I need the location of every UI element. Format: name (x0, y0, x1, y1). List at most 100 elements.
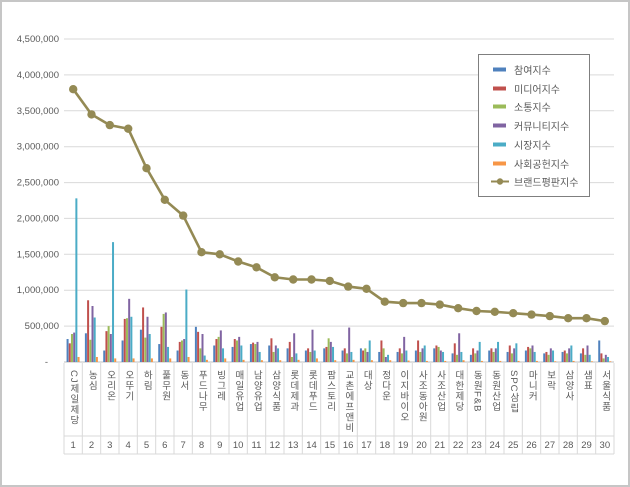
bar-market-index (222, 348, 225, 362)
bar-community-index (348, 327, 351, 362)
bar-participation-index (579, 353, 582, 362)
y-axis-tick-label: 4,000,000 (17, 70, 59, 81)
bar-market-index (460, 351, 463, 362)
bar-market-index (277, 348, 280, 362)
bar-communication-index (419, 351, 422, 362)
x-axis-rank-label: 17 (361, 440, 372, 451)
marker-brand-reputation-index (325, 276, 334, 286)
marker-brand-reputation-index (509, 309, 518, 318)
marker-brand-reputation-index (252, 263, 261, 272)
bar-social-contribution-index (554, 361, 557, 362)
bar-participation-index (121, 340, 124, 362)
legend-label: 사회공헌지수 (514, 159, 570, 171)
bar-community-index (366, 351, 369, 362)
bar-social-contribution-index (499, 360, 502, 362)
marker-brand-reputation-index (289, 275, 298, 284)
bar-community-index (421, 348, 424, 362)
bar-media-index (600, 353, 603, 362)
bar-participation-index (543, 353, 546, 362)
bar-market-index (423, 345, 426, 362)
marker-brand-reputation-index (380, 297, 389, 306)
legend-color-swatch-icon (493, 142, 506, 147)
bar-community-index (384, 356, 387, 362)
x-axis-category-label: 삼양식품 (269, 370, 281, 412)
bar-communication-index (272, 351, 275, 362)
x-axis-rank-label: 12 (269, 440, 281, 451)
bar-participation-index (598, 340, 601, 362)
bar-community-index (586, 345, 589, 362)
x-axis-rank-label: 5 (143, 440, 150, 451)
x-axis-category-label: 샘표 (581, 370, 593, 391)
y-axis-tick-label: 1,500,000 (17, 249, 59, 260)
x-axis-category-label: 교촌에프앤비 (342, 370, 354, 433)
marker-brand-reputation-index (270, 273, 279, 282)
bar-media-index (417, 340, 420, 362)
bar-community-index (164, 312, 167, 362)
bar-participation-index (66, 339, 69, 362)
marker-brand-reputation-index (160, 195, 169, 204)
y-axis-tick-label: 2,500,000 (17, 178, 59, 189)
bar-media-index (105, 331, 108, 362)
bar-media-index (453, 343, 456, 362)
legend-item-participation-index: 참여지수 (491, 62, 587, 77)
x-axis-rank-label: 16 (342, 440, 354, 451)
legend-color-swatch-icon (493, 123, 506, 128)
bar-communication-index (235, 340, 238, 362)
bar-participation-index (304, 350, 307, 362)
x-axis-rank-label: 11 (251, 440, 262, 451)
bar-market-index (185, 289, 188, 362)
bar-media-index (178, 341, 181, 362)
x-axis-category-label: 남양유업 (251, 370, 263, 412)
bar-community-index (568, 348, 571, 362)
bar-communication-index (327, 338, 330, 362)
bar-community-index (311, 329, 314, 362)
x-axis-category-label: 롯데푸드 (306, 370, 318, 412)
y-axis-tick-label: 500,000 (25, 321, 59, 332)
legend-label: 소통지수 (514, 103, 551, 115)
bar-community-index (91, 306, 94, 362)
bar-media-index (362, 350, 365, 362)
bar-community-index (73, 332, 76, 362)
bar-market-index (295, 353, 298, 362)
marker-brand-reputation-index (124, 124, 133, 133)
x-axis-category-label: 동서 (177, 370, 189, 391)
bar-media-index (307, 348, 310, 362)
bar-participation-index (433, 348, 436, 362)
marker-brand-reputation-index (454, 304, 463, 313)
legend-label: 참여지수 (514, 65, 551, 77)
x-axis-rank-label: 26 (526, 440, 537, 451)
x-axis-category-label: 사조산업 (434, 370, 446, 412)
x-axis-category-label: 동원F&B (471, 370, 483, 413)
bar-social-contribution-index (77, 356, 80, 362)
bar-community-index (109, 334, 112, 362)
legend-item-community-index: 커뮤니티지수 (491, 118, 587, 133)
bar-participation-index (194, 326, 197, 362)
bar-communication-index (144, 337, 147, 362)
swatch-rect (493, 67, 506, 72)
legend-label: 커뮤니티지수 (514, 122, 570, 133)
swatch-rect (493, 123, 506, 128)
x-axis-rank-label: 14 (306, 440, 317, 451)
bar-participation-index (341, 350, 344, 362)
y-axis-tick-label: 2,000,000 (17, 213, 59, 224)
x-axis-rank-label: 13 (287, 440, 299, 451)
bar-communication-index (89, 339, 92, 362)
x-axis-category-label: 풀무원 (159, 370, 171, 402)
bar-communication-index (382, 348, 385, 362)
marker-brand-reputation-index (105, 120, 115, 130)
x-axis-rank-label: 18 (379, 440, 391, 451)
bar-media-index (288, 341, 291, 362)
bar-media-index (380, 340, 383, 362)
x-axis-rank-label: 21 (434, 440, 446, 451)
marker-brand-reputation-index (435, 300, 444, 309)
bar-market-index (387, 354, 390, 362)
swatch-rect (493, 104, 506, 109)
x-axis-rank-label: 27 (544, 440, 556, 451)
bar-community-index (128, 298, 131, 362)
marker-brand-reputation-index (545, 311, 554, 321)
bar-social-contribution-index (444, 360, 447, 362)
bar-communication-index (290, 356, 293, 362)
bar-community-index (531, 345, 534, 362)
bar-media-index (582, 348, 585, 362)
bar-communication-index (162, 313, 165, 362)
